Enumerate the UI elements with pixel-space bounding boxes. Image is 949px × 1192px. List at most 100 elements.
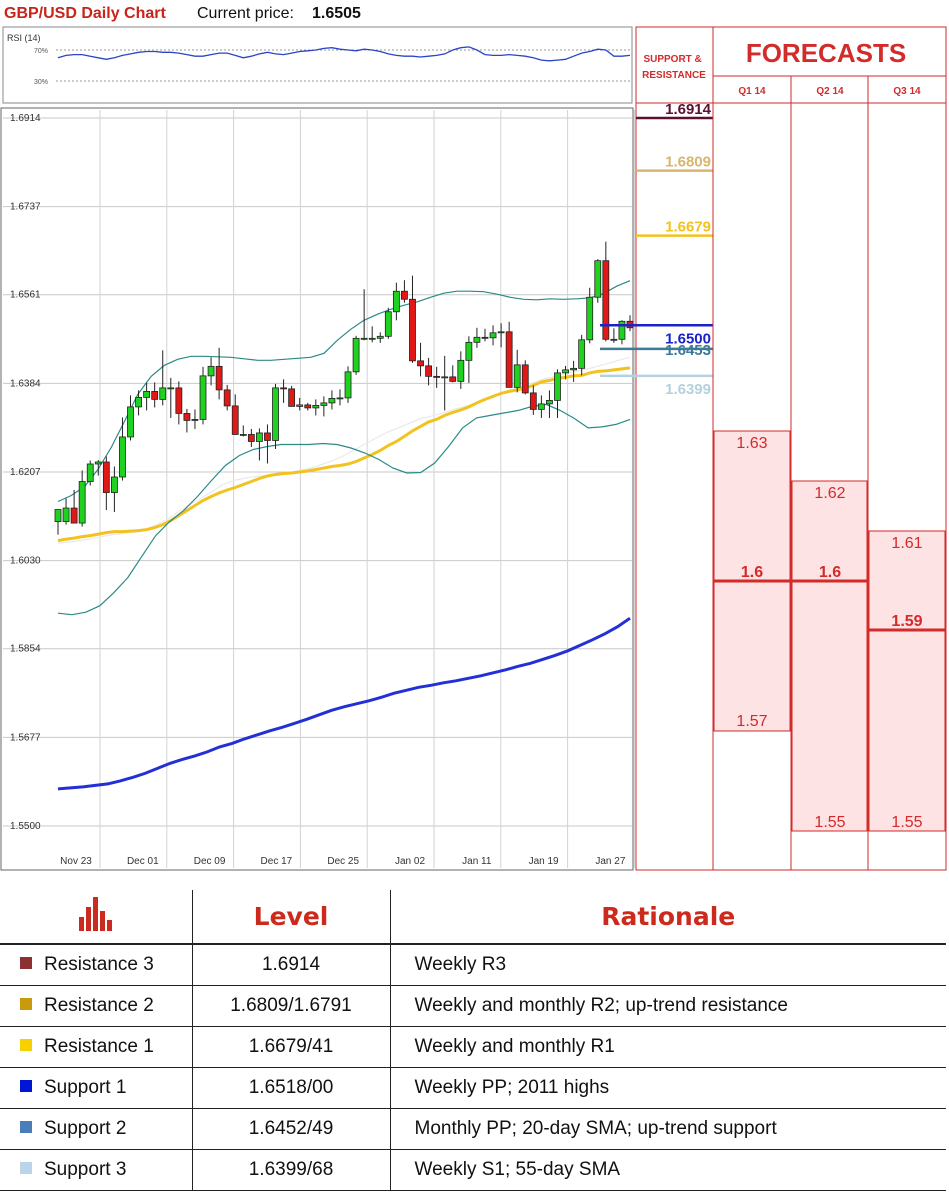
levels-title-line-2: RESISTANCE [642, 70, 706, 81]
candle-up [94, 461, 102, 465]
series-line [57, 616, 631, 791]
candle-up [199, 375, 207, 420]
current-price-label: Current price: [197, 5, 294, 22]
candle-up [360, 337, 368, 340]
candle-up [54, 509, 62, 522]
forecast-mid-q1: 1.6 [741, 564, 763, 581]
candle-down [521, 364, 529, 394]
table-row: Resistance 3 1.6914 Weekly R3 [0, 944, 946, 986]
row-name-cell: Resistance 2 [0, 985, 192, 1027]
table-row: Resistance 1 1.6679/41 Weekly and monthl… [0, 1026, 946, 1068]
candle-up [320, 402, 328, 406]
current-price-value: 1.6505 [312, 5, 361, 22]
candle-up [465, 341, 473, 361]
forecast-high-q3: 1.61 [891, 535, 922, 552]
candle-up [497, 331, 505, 334]
candle-up [618, 320, 626, 340]
row-name: Support 1 [44, 1077, 127, 1098]
candle-down [175, 387, 183, 414]
candle-up [191, 419, 199, 421]
row-level: 1.6452/49 [191, 1108, 390, 1150]
row-rationale: Weekly and monthly R2; up-trend resistan… [389, 985, 946, 1027]
candle-down [401, 290, 408, 300]
table-row: Support 2 1.6452/49 Monthly PP; 20-day S… [0, 1108, 946, 1150]
rsi-frame [2, 26, 633, 104]
x-tick-label: Nov 23 [60, 856, 92, 867]
color-swatch [20, 1080, 32, 1092]
level-value: 1.6399 [665, 381, 711, 398]
candle-up [78, 481, 86, 524]
series-line [57, 356, 631, 544]
candle-up [272, 387, 279, 441]
forecast-range-q2 [791, 480, 868, 832]
row-level: 1.6399/68 [191, 1149, 390, 1191]
forecast-low-q2: 1.55 [814, 814, 845, 831]
candle-up [513, 364, 521, 388]
forecast-col-q2: Q2 14 [816, 86, 844, 97]
bars-icon-cell [0, 890, 192, 945]
candle-down [409, 298, 416, 362]
table-row: Resistance 2 1.6809/1.6791 Weekly and mo… [0, 985, 946, 1027]
price-grid [0, 107, 635, 871]
candle-up [473, 336, 481, 343]
row-level: 1.6809/1.6791 [191, 985, 390, 1027]
candle-down [102, 461, 110, 493]
level-value: 1.6453 [665, 342, 711, 359]
candle-up [256, 432, 263, 442]
chart-title: GBP/USD Daily Chart [4, 5, 166, 22]
candle-down [505, 331, 513, 388]
candle-up [376, 335, 384, 339]
forecast-high-q2: 1.62 [814, 485, 845, 502]
levels-table-header: Level Rationale [0, 890, 946, 945]
candle-up [610, 338, 618, 341]
candle-up [344, 371, 352, 399]
levels-frame [635, 26, 714, 871]
level-header: Level [191, 890, 390, 945]
forecast-col-q1: Q1 14 [738, 86, 766, 97]
bar-chart-icon [78, 896, 113, 931]
candle-up [570, 367, 578, 371]
candle-up [135, 396, 142, 408]
candle-down [602, 260, 610, 340]
y-tick-label: 1.5854 [10, 644, 41, 655]
candle-down [288, 388, 296, 407]
candle-up [143, 390, 151, 398]
chart-area: GBP/USD Daily Chart Current price: 1.650… [0, 5, 947, 871]
row-level: 1.6914 [191, 944, 390, 986]
row-name: Resistance 3 [44, 954, 154, 975]
x-tick-label: Dec 17 [261, 856, 293, 867]
candle-up [296, 404, 304, 407]
candle-down [183, 413, 191, 421]
y-tick-label: 1.6384 [10, 378, 41, 389]
candle-down [223, 389, 231, 407]
row-name-cell: Resistance 1 [0, 1026, 192, 1068]
row-name-cell: Support 1 [0, 1067, 192, 1109]
level-value: 1.6500 [665, 330, 711, 347]
candle-down [529, 392, 537, 410]
color-swatch [20, 1162, 32, 1174]
candle-down [280, 387, 287, 390]
forecasts-panel: FORECASTS Q1 14 Q2 14 Q3 14 1.63 1.6 1.5… [712, 26, 947, 871]
candle-down [304, 404, 312, 409]
forecast-col-q3: Q3 14 [893, 86, 921, 97]
candle-up [384, 311, 392, 337]
candle-up [312, 405, 320, 409]
x-tick-label: Jan 27 [595, 856, 625, 867]
x-tick-label: Dec 09 [194, 856, 226, 867]
level-value: 1.6809 [665, 154, 711, 171]
candle-up [119, 436, 126, 478]
row-rationale: Weekly and monthly R1 [389, 1026, 946, 1068]
row-rationale: Weekly S1; 55-day SMA [389, 1149, 946, 1191]
row-name: Support 3 [44, 1159, 127, 1180]
candle-up [586, 296, 594, 341]
candle-up [86, 463, 94, 482]
y-tick-label: 1.6207 [10, 467, 41, 478]
y-tick-label: 1.6030 [10, 556, 41, 567]
candle-up [110, 476, 118, 493]
series-line [57, 366, 631, 543]
candle-down [70, 507, 78, 524]
forecast-mid-q3: 1.59 [891, 613, 922, 630]
candle-up [562, 369, 569, 374]
row-name: Support 2 [44, 1118, 127, 1139]
rsi-tick-30: 30% [34, 79, 48, 86]
